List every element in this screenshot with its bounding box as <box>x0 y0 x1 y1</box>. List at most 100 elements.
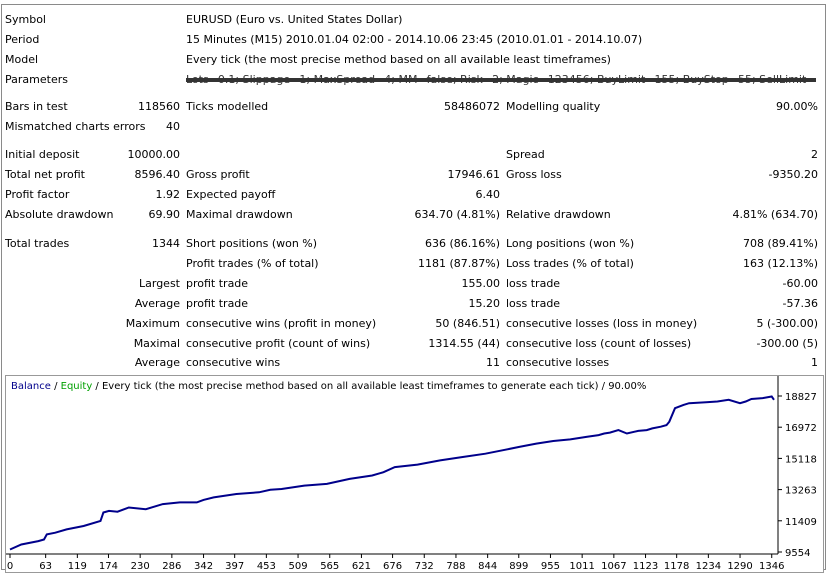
maximal-loss-label: consecutive loss (count of losses) <box>506 337 692 350</box>
x-tick-label: 955 <box>541 561 560 572</box>
gross-profit-label: Gross profit <box>186 168 250 181</box>
y-tick-label: 18827 <box>785 392 817 403</box>
x-tick-label: 230 <box>131 561 150 572</box>
maximal-drawdown-value: 634.70 (4.81%) <box>414 208 500 221</box>
mismatched-value: 40 <box>166 120 180 133</box>
average-label: Average <box>134 297 180 310</box>
x-tick-label: 621 <box>352 561 371 572</box>
x-tick-label: 1234 <box>696 561 721 572</box>
average-profit-value: 15.20 <box>468 297 501 310</box>
maximum-wins-value: 50 (846.51) <box>435 317 500 330</box>
x-tick-label: 342 <box>194 561 213 572</box>
loss-trades-label: Loss trades (% of total) <box>506 257 634 270</box>
x-tick-label: 1067 <box>601 561 626 572</box>
maximal-label: Maximal <box>133 337 180 350</box>
x-tick-label: 565 <box>320 561 339 572</box>
period-value: 15 Minutes (M15) 2010.01.04 02:00 - 2014… <box>186 33 643 46</box>
y-tick-label: 13263 <box>785 486 817 497</box>
total-trades-label: Total trades <box>5 237 70 250</box>
gross-loss-value: -9350.20 <box>768 168 818 181</box>
model-value: Every tick (the most precise method base… <box>186 53 611 66</box>
maximal-drawdown-label: Maximal drawdown <box>186 208 293 221</box>
bars-in-test-value: 118560 <box>138 100 180 113</box>
bars-in-test-label: Bars in test <box>5 100 68 113</box>
maximum-losses-label: consecutive losses (loss in money) <box>506 317 698 330</box>
short-positions-value: 636 (86.16%) <box>424 237 500 250</box>
expected-payoff-label: Expected payoff <box>186 188 276 201</box>
maximal-loss-value: -300.00 (5) <box>756 337 818 350</box>
spread-label: Spread <box>506 148 545 161</box>
long-positions-label: Long positions (won %) <box>506 237 635 250</box>
x-tick-label: 119 <box>68 561 87 572</box>
x-tick-label: 1123 <box>633 561 658 572</box>
average-consec-label: Average <box>134 356 180 369</box>
largest-loss-value: -60.00 <box>782 277 818 290</box>
x-tick-label: 0 <box>7 561 13 572</box>
x-tick-label: 174 <box>99 561 118 572</box>
x-tick-label: 1011 <box>569 561 594 572</box>
legend-sep: / <box>50 381 61 392</box>
largest-loss-label: loss trade <box>506 277 561 290</box>
long-positions-value: 708 (89.41%) <box>742 237 818 250</box>
spread-value: 2 <box>811 148 818 161</box>
y-tick-label: 11409 <box>785 517 817 528</box>
x-tick-label: 453 <box>257 561 276 572</box>
maximum-losses-value: 5 (-300.00) <box>756 317 818 330</box>
short-positions-label: Short positions (won %) <box>186 237 318 250</box>
mismatched-label: Mismatched charts errors <box>5 120 146 133</box>
average-loss-label: loss trade <box>506 297 561 310</box>
relative-drawdown-value: 4.81% (634.70) <box>732 208 818 221</box>
series-line-balance <box>9 395 775 551</box>
model-label: Model <box>5 53 39 66</box>
ticks-modelled-value: 58486072 <box>444 100 500 113</box>
profit-trades-value: 1181 (87.87%) <box>417 257 500 270</box>
chart-svg: 18827 16972 15118 13263 11409 9554 0 63 119 174 23… <box>6 376 817 572</box>
largest-profit-value: 155.00 <box>461 277 501 290</box>
maximal-profit-label: consecutive profit (count of wins) <box>186 337 371 350</box>
symbol-value: EURUSD (Euro vs. United States Dollar) <box>186 13 403 26</box>
average-loss-value: -57.36 <box>782 297 818 310</box>
average-losses-label: consecutive losses <box>506 356 610 369</box>
symbol-label: Symbol <box>5 13 46 26</box>
x-tick-label: 1290 <box>727 561 752 572</box>
expected-payoff-value: 6.40 <box>475 188 501 201</box>
gross-profit-value: 17946.61 <box>447 168 501 181</box>
absolute-drawdown-label: Absolute drawdown <box>5 208 114 221</box>
relative-drawdown-label: Relative drawdown <box>506 208 611 221</box>
modelling-quality-label: Modelling quality <box>506 100 601 113</box>
gross-loss-label: Gross loss <box>506 168 562 181</box>
x-tick-label: 1178 <box>664 561 689 572</box>
y-tick-label: 15118 <box>785 454 817 465</box>
ticks-modelled-label: Ticks modelled <box>186 100 269 113</box>
total-trades-value: 1344 <box>152 237 180 250</box>
x-tick-label: 286 <box>162 561 181 572</box>
maximal-profit-value: 1314.55 (44) <box>428 337 500 350</box>
initial-deposit-value: 10000.00 <box>127 148 181 161</box>
period-label: Period <box>5 33 40 46</box>
profit-factor-label: Profit factor <box>5 188 70 201</box>
parameters-label: Parameters <box>5 73 68 86</box>
x-tick-label: 1346 <box>759 561 784 572</box>
profit-trades-label: Profit trades (% of total) <box>186 257 319 270</box>
y-tick-label: 9554 <box>785 548 810 559</box>
y-tick-label: 16972 <box>785 423 817 434</box>
parameters-value: Lots=0.1; Slippage=1; MaxSpread=4; MM=fa… <box>186 73 816 86</box>
maximum-wins-label: consecutive wins (profit in money) <box>186 317 377 330</box>
x-tick-label: 397 <box>225 561 244 572</box>
maximum-label: Maximum <box>125 317 180 330</box>
legend-equity: Equity <box>60 381 93 392</box>
average-wins-value: 11 <box>486 356 500 369</box>
modelling-quality-value: 90.00% <box>776 100 818 113</box>
total-net-profit-label: Total net profit <box>5 168 85 181</box>
legend-description: / Every tick (the most precise method ba… <box>92 381 647 392</box>
initial-deposit-label: Initial deposit <box>5 148 80 161</box>
x-tick-label: 732 <box>415 561 434 572</box>
x-tick-label: 63 <box>39 561 52 572</box>
average-losses-value: 1 <box>811 356 818 369</box>
balance-chart: Balance / Equity / Every tick (the most … <box>5 375 824 573</box>
legend-balance: Balance <box>11 381 51 392</box>
largest-profit-label: profit trade <box>186 277 249 290</box>
average-profit-label: profit trade <box>186 297 249 310</box>
average-wins-label: consecutive wins <box>186 356 281 369</box>
largest-label: Largest <box>139 277 180 290</box>
